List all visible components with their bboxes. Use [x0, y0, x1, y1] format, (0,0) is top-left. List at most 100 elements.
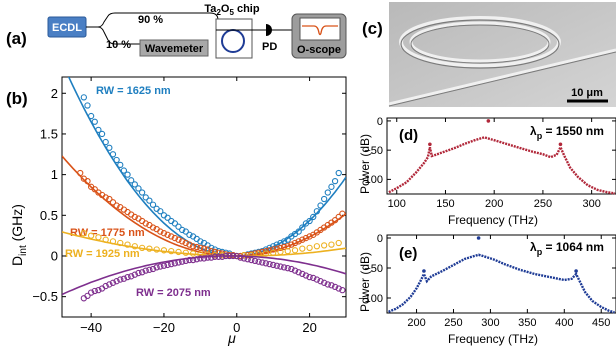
dint-point-series-3	[335, 285, 342, 292]
dint-point-series-0	[321, 195, 328, 203]
dint-y-tick-label: 1	[51, 167, 58, 182]
dint-point-series-0	[128, 177, 135, 184]
dint-point-series-3	[262, 260, 270, 267]
dint-point-series-2	[335, 239, 342, 247]
dint-point-series-0	[142, 194, 149, 201]
dint-point-series-2	[80, 230, 87, 237]
dint-point-series-1	[149, 224, 157, 231]
dint-point-series-3	[138, 269, 146, 276]
dint-point-series-3	[146, 266, 153, 273]
dint-point-series-0	[306, 217, 313, 225]
dint-fit-line-series-0	[67, 77, 346, 257]
frequency-axis-label-e: Frequency (THz)	[448, 332, 538, 346]
dint-point-series-0	[208, 244, 215, 251]
dint-point-series-0	[273, 241, 280, 248]
power-axis-label-e: Power (dB)	[358, 252, 372, 312]
dint-point-series-0	[98, 130, 106, 138]
sem-bus-shadow	[388, 51, 616, 107]
dint-point-series-1	[171, 234, 179, 242]
dint-point-series-2	[87, 232, 95, 239]
dint-point-series-3	[124, 273, 131, 281]
dint-point-series-3	[208, 254, 215, 261]
dint-point-series-0	[164, 214, 171, 221]
dint-point-series-1	[91, 186, 98, 193]
dint-point-series-3	[259, 259, 266, 266]
dint-point-series-1	[186, 241, 193, 248]
dint-point-series-1	[182, 239, 189, 247]
dint-point-series-1	[113, 202, 120, 209]
dint-point-series-3	[113, 278, 120, 285]
spec-e-sideband-point	[574, 269, 578, 273]
dint-point-series-1	[179, 238, 186, 245]
dint-point-series-2	[291, 247, 299, 254]
scope-screen	[299, 17, 341, 41]
fiber-upper	[86, 12, 219, 30]
dint-x-tick-label: −20	[153, 320, 175, 335]
panel-label-c: (c)	[362, 19, 383, 38]
dint-point-series-3	[295, 269, 302, 276]
dint-point-series-1	[306, 233, 313, 240]
dint-point-series-3	[270, 261, 277, 269]
dint-point-series-3	[157, 263, 164, 270]
dint-point-series-0	[331, 177, 339, 185]
dint-point-series-3	[339, 287, 346, 294]
dint-point-series-0	[91, 118, 98, 125]
dint-point-series-0	[197, 238, 204, 245]
oscope-label: O-scope	[297, 44, 341, 56]
spec-e-x-tick-label: 250	[444, 317, 462, 329]
dint-point-series-3	[109, 279, 117, 286]
dint-fit-line-series-1	[62, 155, 346, 257]
pump-wavelength-d: λp = 1550 nm	[530, 124, 604, 141]
dint-point-series-3	[164, 261, 171, 269]
ecdl-label: ECDL	[52, 22, 82, 34]
dint-point-series-2	[321, 242, 328, 249]
spectrum-plot-1064: Power (dB) Frequency (THz) (e) λp = 1064…	[358, 233, 616, 346]
dint-point-series-0	[138, 189, 146, 196]
dint-point-series-3	[95, 287, 102, 294]
spec-d-x-tick-label: 200	[485, 198, 503, 210]
spec-e-sideband-point	[422, 269, 426, 273]
dint-point-series-3	[266, 260, 273, 268]
dint-point-series-3	[310, 274, 317, 282]
spec-d-y-tick-label: −50	[364, 145, 383, 157]
dint-point-series-0	[124, 171, 131, 178]
spec-e-x-tick-label: 450	[592, 317, 610, 329]
dint-data-layer	[62, 77, 346, 302]
dint-point-series-1	[157, 228, 164, 235]
dint-point-series-0	[157, 208, 164, 215]
dint-y-tick-label: 0.5	[40, 208, 58, 223]
spectrum-plot-1550: Power (dB) Frequency (THz) (d) λp = 1550…	[358, 116, 616, 227]
dispersion-plot: (b) Dint (GHz) μ RW = 1625 nm RW = 1775 …	[6, 76, 347, 346]
dint-point-series-3	[149, 265, 157, 273]
dint-point-series-3	[135, 269, 142, 277]
spec-e-x-tick-label: 300	[481, 317, 499, 329]
dint-point-series-2	[328, 241, 335, 248]
dint-point-series-3	[160, 262, 168, 269]
dint-y-tick-label: 0	[51, 249, 58, 264]
spec-d-x-tick-label: 250	[534, 198, 552, 210]
dint-point-series-3	[87, 289, 95, 296]
dint-point-series-3	[237, 254, 244, 261]
dint-point-series-0	[335, 169, 342, 177]
dint-point-series-3	[117, 276, 124, 283]
spec-d-x-tick-label: 300	[582, 198, 600, 210]
dint-point-series-3	[131, 271, 138, 278]
spec-d-x-tick-label: 150	[436, 198, 454, 210]
spec-e-spectrum-line	[388, 253, 615, 314]
dint-point-series-0	[80, 94, 87, 101]
dint-point-series-1	[175, 236, 182, 243]
spec-e-x-tick-label: 200	[407, 317, 425, 329]
dint-point-series-0	[186, 231, 193, 238]
dint-point-series-0	[84, 102, 91, 109]
dint-point-series-3	[317, 278, 324, 285]
spec-e-y-tick-label: −50	[364, 263, 383, 275]
spec-d-spectrum-line	[388, 136, 616, 195]
dint-point-series-1	[109, 199, 117, 206]
dint-point-series-3	[328, 282, 335, 289]
pd-label: PD	[262, 41, 277, 53]
dint-point-series-3	[291, 267, 299, 274]
dint-y-tick-label: −0.5	[32, 289, 58, 304]
spec-e-y-tick-label: 0	[377, 233, 383, 245]
legend-rw-1625: RW = 1625 nm	[96, 85, 171, 97]
dint-point-series-3	[197, 255, 204, 262]
